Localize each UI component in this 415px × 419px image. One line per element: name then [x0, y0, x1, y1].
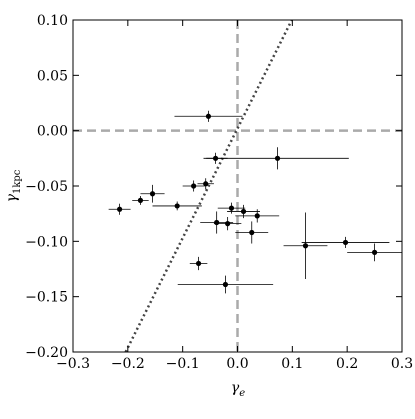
x-tick-label: −0.2: [111, 356, 145, 372]
point: [228, 205, 235, 211]
point: [302, 243, 309, 249]
x-label-symbol: γ: [231, 380, 240, 396]
point: [191, 183, 197, 189]
y-label-symbol: γ: [4, 193, 20, 202]
x-tick-label: 0.2: [336, 356, 358, 372]
y-tick-label: −0.10: [25, 234, 68, 250]
point: [195, 260, 202, 267]
point: [254, 213, 260, 219]
x-tick-label: −0.3: [56, 356, 90, 372]
y-tick-label: 0.10: [37, 13, 68, 29]
point: [249, 229, 255, 236]
x-tick-label: −0.1: [166, 356, 200, 372]
point: [205, 113, 212, 119]
y-tick-label: 0.00: [37, 124, 68, 140]
y-tick-label: −0.20: [25, 345, 68, 361]
x-tick-label: 0.0: [226, 356, 248, 372]
point: [137, 197, 144, 203]
x-tick-label: 0.3: [391, 356, 413, 372]
point: [342, 239, 349, 246]
plot-frame: [72, 19, 403, 353]
y-label-subscript: 1kpc: [12, 169, 23, 194]
point: [174, 203, 180, 209]
y-tick-label: 0.05: [37, 68, 68, 84]
point: [214, 219, 220, 226]
point: [222, 281, 229, 288]
point: [203, 181, 209, 187]
y-axis-label: γ1kpc: [4, 169, 23, 202]
x-axis-label: γe: [231, 380, 245, 399]
point: [149, 191, 156, 197]
point: [225, 221, 231, 227]
y-tick-label: −0.05: [25, 179, 68, 195]
fit-line: [124, 20, 293, 352]
point: [240, 208, 247, 215]
point: [371, 249, 378, 255]
y-tick-label: −0.15: [25, 290, 68, 306]
x-label-subscript: e: [239, 388, 245, 399]
point: [274, 155, 281, 161]
point: [117, 206, 123, 212]
x-tick-label: 0.1: [281, 356, 303, 372]
